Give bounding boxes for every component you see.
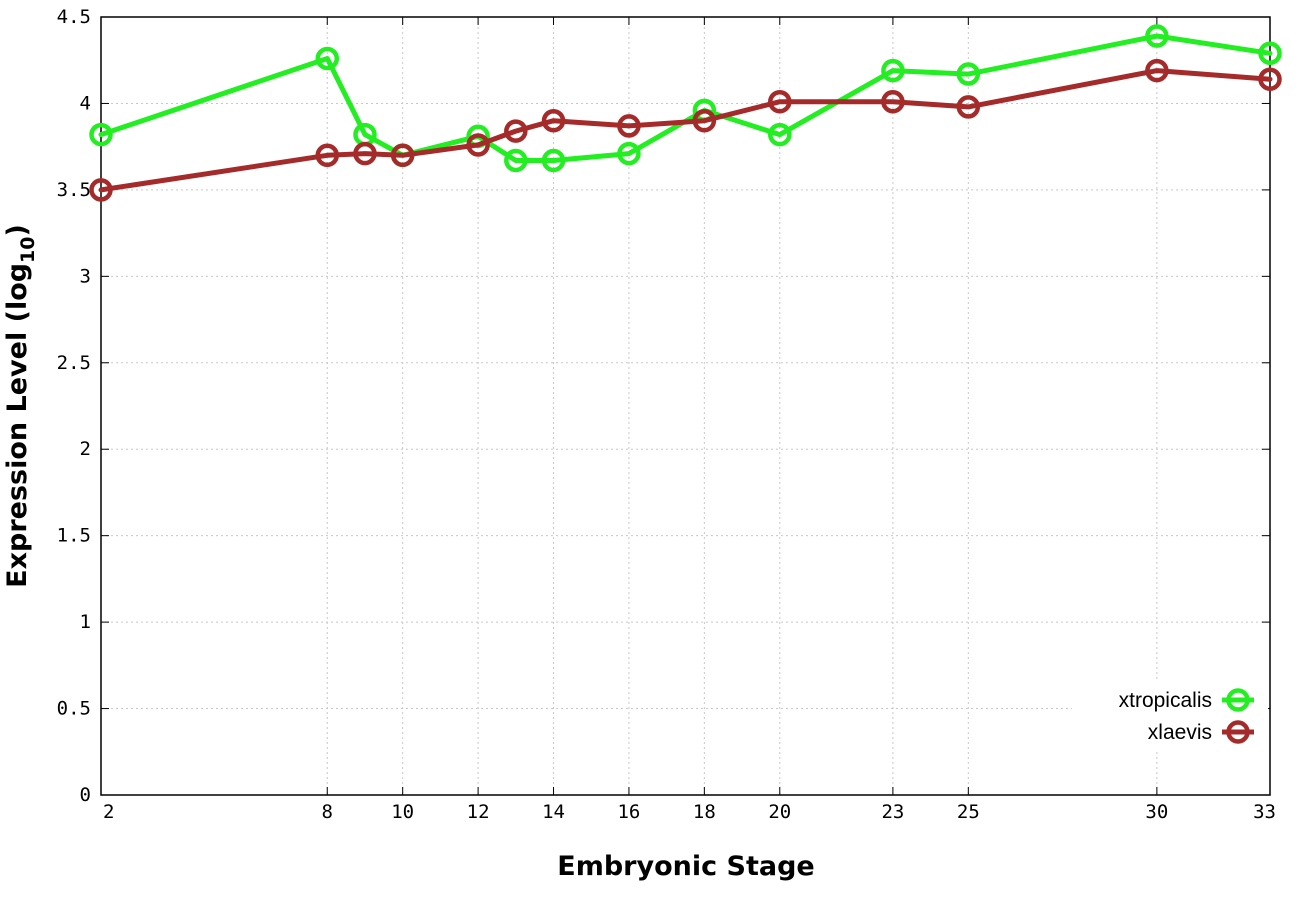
x-tick-label: 8 — [322, 801, 333, 823]
legend-label: xlaevis — [1148, 721, 1212, 744]
series-xlaevis — [89, 58, 1282, 202]
y-axis-title-end: ) — [2, 224, 33, 236]
x-tick-label: 25 — [957, 801, 980, 823]
data-point — [89, 122, 113, 147]
legend: xtropicalis xlaevis — [1072, 680, 1268, 750]
data-point — [541, 148, 566, 173]
data-point — [768, 89, 792, 114]
grid-lines — [101, 17, 1270, 795]
y-tick-label: 3.5 — [57, 179, 91, 201]
legend-marker-swatch — [1226, 688, 1250, 712]
series-line-xlaevis — [98, 68, 1273, 193]
x-tick-label: 18 — [693, 801, 716, 823]
y-axis-title-main: Expression Level (log — [2, 263, 33, 588]
data-point — [504, 119, 528, 143]
data-point — [617, 114, 641, 138]
x-tick-label: 33 — [1253, 801, 1276, 823]
data-point — [956, 95, 981, 119]
data-point — [1145, 58, 1169, 83]
plot-frame — [100, 16, 1271, 796]
data-point — [881, 58, 905, 83]
y-tick-label: 3 — [80, 265, 91, 287]
y-tick-label: 4.5 — [57, 6, 91, 28]
data-point — [1258, 67, 1282, 91]
tick-marks — [100, 16, 1271, 796]
y-tick-label: 0 — [80, 784, 91, 806]
data-point — [956, 62, 981, 86]
series-line-xtropicalis — [98, 33, 1273, 163]
y-axis-title: Expression Level (log10) — [2, 224, 39, 588]
y-tick-label: 1 — [80, 611, 91, 633]
data-point — [1145, 24, 1169, 48]
data-point — [390, 143, 415, 168]
data-point — [881, 89, 905, 114]
series-xtropicalis — [89, 24, 1282, 173]
data-point — [315, 46, 340, 71]
legend-label: xtropicalis — [1119, 689, 1212, 712]
x-tick-label: 14 — [542, 801, 565, 823]
y-tick-label: 4 — [80, 92, 91, 114]
x-tick-label: 16 — [617, 801, 640, 823]
data-point — [692, 108, 717, 133]
x-tick-label: 2 — [103, 801, 114, 823]
data-point — [541, 108, 566, 133]
x-tick-label: 23 — [881, 801, 904, 823]
data-point — [768, 122, 792, 147]
y-tick-label: 1.5 — [57, 525, 91, 547]
y-axis-title-subscript: 10 — [17, 236, 39, 262]
data-point — [89, 178, 113, 202]
x-axis-title: Embryonic Stage — [557, 851, 814, 882]
x-tick-label: 30 — [1145, 801, 1168, 823]
data-point — [504, 148, 528, 173]
data-point — [617, 141, 641, 166]
legend-marker-swatch — [1226, 720, 1250, 744]
data-point — [1258, 41, 1282, 66]
x-tick-label: 10 — [391, 801, 414, 823]
y-tick-label: 2 — [80, 438, 91, 460]
series-layer — [89, 24, 1282, 202]
x-tick-label: 12 — [467, 801, 490, 823]
x-tick-label: 20 — [768, 801, 791, 823]
data-point — [353, 141, 377, 166]
x-tick-labels: 2 8 10 12 14 16 18 20 23 25 30 33 — [103, 801, 1276, 823]
data-point — [315, 143, 340, 168]
y-tick-label: 0.5 — [57, 698, 91, 720]
data-point — [466, 133, 490, 157]
y-tick-labels: 0 0.5 1 1.5 2 2.5 3 3.5 4 4.5 — [57, 6, 91, 806]
y-tick-label: 2.5 — [57, 352, 91, 374]
